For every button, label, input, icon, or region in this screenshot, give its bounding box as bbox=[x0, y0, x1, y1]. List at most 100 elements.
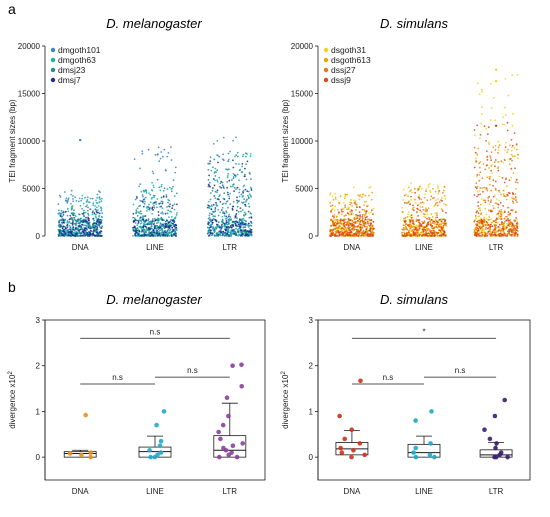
scatter-point-dsgoth31 bbox=[419, 206, 422, 208]
scatter-point-dmsj23 bbox=[245, 163, 248, 166]
scatter-point-dmgoth101 bbox=[172, 179, 175, 182]
scatter-point-dsgoth613 bbox=[502, 193, 505, 196]
scatter-point-dmsj7 bbox=[209, 185, 211, 188]
scatter-point-dssj9 bbox=[360, 234, 363, 237]
scatter-point-dsgoth31 bbox=[427, 186, 430, 189]
scatter-point-dssj9 bbox=[410, 195, 412, 198]
scatter-point-dssj9 bbox=[509, 158, 512, 160]
scatter-point-dsgoth613 bbox=[481, 229, 484, 232]
scatter-point-dssj9 bbox=[416, 235, 419, 237]
scatter-point-dmgoth101 bbox=[147, 219, 150, 222]
scatter-point-dmsj7 bbox=[96, 219, 99, 222]
scatter-point-dssj27 bbox=[480, 226, 483, 229]
scatter-point-dssj9 bbox=[515, 143, 518, 146]
scatter-point-dsgoth613 bbox=[489, 230, 492, 233]
scatter-point-dmgoth63 bbox=[231, 232, 234, 235]
y-tick-label-b-left: 2 bbox=[36, 362, 41, 371]
scatter-point-dmsj23 bbox=[242, 221, 245, 224]
scatter-point-dmsj7 bbox=[211, 219, 214, 222]
scatter-point-dssj27 bbox=[508, 232, 511, 235]
scatter-point-dmsj7 bbox=[72, 226, 75, 229]
scatter-point-dssj9 bbox=[361, 214, 364, 216]
scatter-point-dssj9 bbox=[491, 225, 494, 228]
scatter-point-dmsj23 bbox=[234, 230, 237, 233]
scatter-point-dmsj23 bbox=[225, 200, 228, 203]
scatter-point-dsgoth31 bbox=[436, 185, 439, 187]
scatter-point-dsgoth31 bbox=[368, 187, 371, 189]
x-tick-label-a-right: LINE bbox=[415, 243, 433, 252]
scatter-point-dssj9 bbox=[338, 211, 340, 214]
scatter-point-dssj9 bbox=[494, 159, 497, 161]
scatter-point-dssj9 bbox=[503, 232, 506, 235]
box-point-LTR bbox=[492, 413, 498, 419]
scatter-point-dmsj7 bbox=[171, 222, 174, 225]
scatter-point-dmgoth101 bbox=[100, 200, 103, 202]
scatter-point-dssj27 bbox=[484, 168, 487, 171]
scatter-point-dsgoth613 bbox=[359, 194, 362, 196]
scatter-point-dssj9 bbox=[473, 129, 476, 131]
scatter-point-dmsj23 bbox=[207, 162, 210, 165]
scatter-point-dmgoth101 bbox=[216, 140, 219, 142]
scatter-point-dsgoth31 bbox=[348, 201, 351, 204]
scatter-point-dmsj7 bbox=[140, 216, 142, 219]
scatter-point-dssj9 bbox=[356, 206, 358, 209]
scatter-point-dmgoth63 bbox=[238, 163, 240, 165]
scatter-point-dssj9 bbox=[356, 220, 359, 222]
scatter-point-dmgoth101 bbox=[227, 206, 229, 209]
scatter-point-dmgoth63 bbox=[70, 202, 72, 205]
scatter-point-dsgoth31 bbox=[418, 194, 421, 197]
scatter-point-dsgoth613 bbox=[433, 223, 436, 225]
scatter-point-dsgoth31 bbox=[333, 219, 336, 221]
scatter-point-dmsj23 bbox=[206, 232, 209, 235]
scatter-point-dmsj7 bbox=[89, 233, 92, 236]
scatter-point-dmgoth101 bbox=[208, 181, 211, 184]
scatter-point-dmgoth101 bbox=[81, 207, 83, 210]
scatter-outlier-dssj9 bbox=[494, 124, 498, 128]
scatter-point-dssj9 bbox=[504, 234, 507, 237]
scatter-point-dsgoth31 bbox=[484, 207, 487, 210]
scatter-point-dssj9 bbox=[363, 232, 366, 235]
scatter-point-dmsj7 bbox=[152, 209, 155, 211]
scatter-point-dssj9 bbox=[440, 226, 443, 229]
scatter-point-dmsj23 bbox=[148, 203, 150, 206]
scatter-point-dmsj7 bbox=[132, 220, 135, 223]
scatter-point-dssj9 bbox=[475, 233, 478, 235]
scatter-point-dmsj7 bbox=[69, 214, 72, 217]
scatter-point-dmsj7 bbox=[161, 219, 164, 221]
scatter-point-dmgoth63 bbox=[57, 212, 60, 215]
scatter-point-dmsj7 bbox=[175, 233, 177, 235]
scatter-point-dssj27 bbox=[478, 221, 480, 224]
scatter-point-dssj27 bbox=[486, 156, 489, 159]
scatter-point-dsgoth613 bbox=[420, 198, 423, 201]
scatter-point-dssj27 bbox=[354, 201, 356, 204]
scatter-point-dmsj7 bbox=[239, 223, 242, 225]
scatter-point-dsgoth31 bbox=[504, 78, 507, 80]
scatter-point-dssj27 bbox=[499, 215, 502, 218]
scatter-point-dmsj23 bbox=[235, 232, 237, 235]
scatter-point-dsgoth613 bbox=[350, 199, 352, 201]
scatter-point-dmsj23 bbox=[153, 217, 156, 220]
scatter-point-dsgoth31 bbox=[504, 114, 507, 116]
scatter-point-dssj9 bbox=[478, 234, 481, 237]
scatter-point-dsgoth31 bbox=[338, 219, 340, 222]
scatter-point-dssj9 bbox=[507, 211, 510, 214]
scatter-point-dmgoth101 bbox=[161, 155, 164, 158]
scatter-point-dmsj23 bbox=[175, 214, 178, 216]
scatter-point-dssj9 bbox=[515, 222, 518, 225]
y-axis-label-a-left: TEI fragment sizes (bp) bbox=[8, 99, 17, 182]
scatter-point-dmsj7 bbox=[225, 215, 228, 218]
scatter-point-dmsj7 bbox=[175, 226, 178, 229]
scatter-point-dsgoth613 bbox=[489, 175, 492, 178]
scatter-point-dmsj23 bbox=[218, 155, 221, 158]
scatter-point-dmgoth63 bbox=[170, 188, 173, 190]
scatter-point-dssj27 bbox=[488, 209, 490, 212]
scatter-point-dmgoth63 bbox=[238, 221, 241, 224]
scatter-point-dssj9 bbox=[347, 232, 349, 235]
scatter-point-dssj9 bbox=[437, 221, 439, 224]
scatter-point-dmsj7 bbox=[236, 199, 238, 202]
scatter-point-dmgoth101 bbox=[221, 225, 224, 228]
scatter-point-dsgoth31 bbox=[444, 197, 447, 200]
scatter-point-dsgoth31 bbox=[485, 213, 488, 216]
scatter-point-dmgoth101 bbox=[149, 193, 152, 196]
scatter-point-dmsj7 bbox=[226, 226, 228, 228]
